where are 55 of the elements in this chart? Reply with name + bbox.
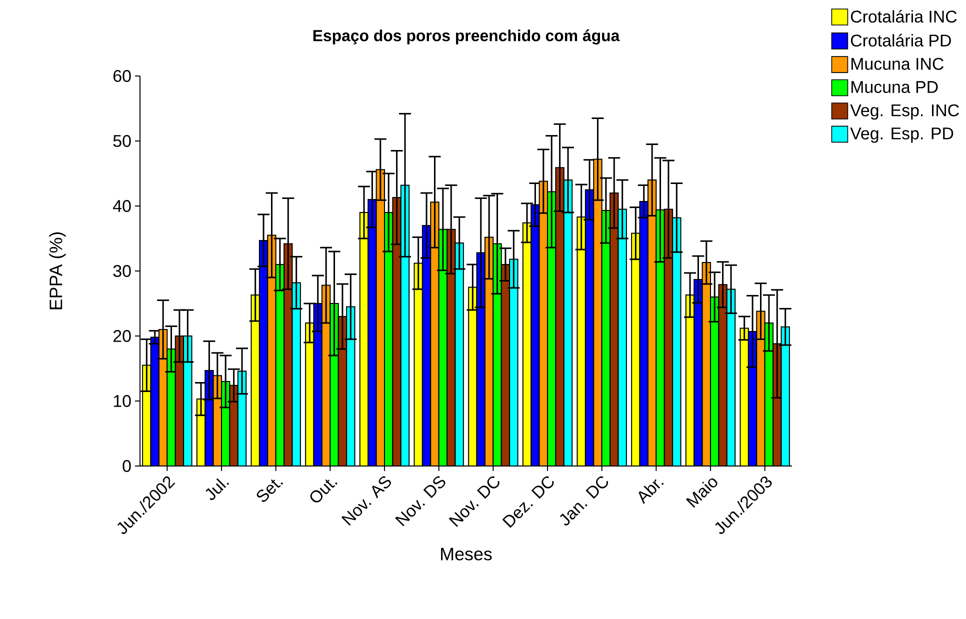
bar [468, 287, 477, 466]
y-tick-label: 30 [113, 265, 131, 277]
x-tick-label: Nov. DS [395, 476, 446, 526]
x-tick-label: Set. [256, 479, 284, 502]
legend-label: Mucuna INC [851, 58, 944, 70]
bar [493, 244, 502, 466]
y-tick-label: 0 [122, 460, 131, 472]
bar [392, 198, 401, 466]
bar [292, 282, 300, 466]
bar [694, 279, 702, 466]
y-tick-label: 60 [114, 70, 131, 82]
bar [632, 233, 640, 466]
bar [368, 199, 376, 466]
bar [780, 326, 790, 466]
bar [618, 209, 626, 466]
x-tick-label: Nov. AS [341, 476, 391, 526]
y-tick-label: 10 [114, 395, 131, 407]
bar [594, 159, 602, 466]
x-tick-label: Dez. DC [502, 476, 554, 528]
bar [251, 295, 260, 466]
bar [414, 263, 422, 466]
y-tick-label: 40 [113, 200, 131, 212]
legend-label: Veg. Esp. PD [850, 128, 954, 143]
bar [672, 218, 681, 466]
bar [455, 243, 464, 466]
bar [346, 306, 355, 466]
bar [268, 235, 276, 466]
y-axis-title: EPPA (%) [49, 232, 66, 310]
x-tick-label: Abr. [638, 479, 664, 504]
y-tick-label: 50 [113, 135, 131, 147]
bar [748, 330, 758, 466]
x-tick-label: Nov. DC [448, 476, 500, 527]
legend-label: Crotalária PD [850, 34, 951, 47]
bar [656, 210, 664, 466]
y-tick-label: 20 [114, 330, 131, 342]
bar [510, 259, 518, 466]
bar [740, 328, 749, 466]
bar [306, 323, 314, 466]
x-tick-label: Jul. [206, 478, 230, 500]
bar [756, 310, 766, 466]
chart-title: Espaço dos poros preenchido com água [313, 29, 620, 44]
bar [556, 168, 564, 466]
bar [531, 204, 540, 466]
legend-label: Veg. Esp. INC [850, 104, 959, 120]
legend-label: Crotalária INC [850, 10, 957, 23]
bar [184, 336, 192, 466]
bar [430, 202, 439, 466]
bar [577, 217, 586, 466]
x-axis-title: Meses [441, 548, 492, 560]
legend-label: Mucuna PD [851, 81, 938, 94]
bar [167, 349, 176, 466]
x-tick-label: Out. [310, 479, 338, 502]
x-tick-label: Jan. DC [560, 476, 608, 526]
bar [718, 284, 727, 466]
bar [764, 322, 774, 466]
